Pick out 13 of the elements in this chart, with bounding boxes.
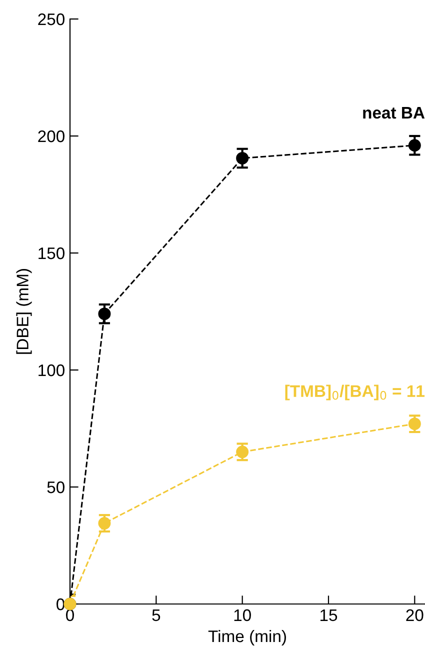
- x-tick-label: 15: [320, 609, 338, 622]
- y-axis-title: [DBE] (mM): [16, 269, 32, 354]
- y-tick-label: 100: [38, 364, 64, 376]
- series-label: [TMB]$_{0}$/[BA]$_{0}$ = 11: [285, 384, 424, 400]
- x-tick-label: 20: [406, 609, 424, 622]
- y-tick-label: 150: [38, 247, 64, 260]
- y-tick-label: 200: [38, 130, 64, 142]
- series-label: neat BA: [363, 107, 425, 119]
- y-tick-label: 50: [47, 481, 64, 494]
- x-axis-title: Time (min): [208, 630, 286, 646]
- x-tick-label: 5: [152, 609, 160, 622]
- x-tick-label: 10: [234, 609, 251, 622]
- y-tick-label: 250: [38, 13, 64, 26]
